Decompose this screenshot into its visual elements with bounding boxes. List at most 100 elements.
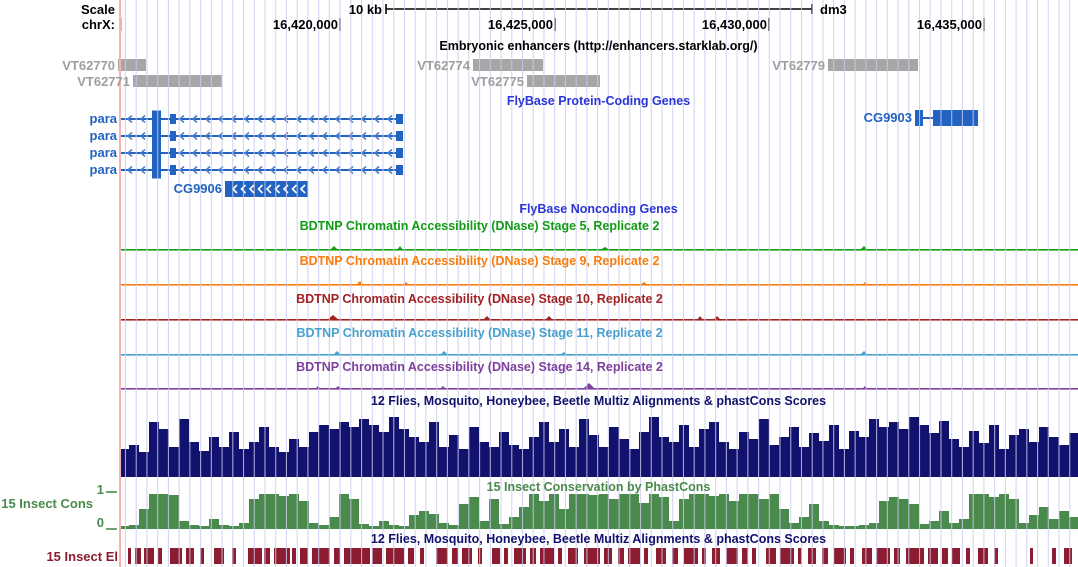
multiz-bar — [599, 447, 609, 477]
conserved-element — [766, 548, 776, 564]
conserved-element — [200, 548, 204, 564]
conserved-element — [214, 548, 224, 564]
cg9903-exon — [933, 110, 978, 126]
strand-arrow-left — [347, 114, 354, 124]
signal-peak — [583, 383, 595, 389]
gene-para-isoform[interactable] — [120, 161, 403, 179]
para-exon — [152, 127, 161, 145]
conserved-element — [144, 548, 154, 564]
multiz-bar — [129, 445, 139, 477]
signal-peak — [440, 351, 448, 355]
phastcons-bar — [1009, 499, 1019, 529]
enhancer-vt62779[interactable] — [828, 59, 918, 71]
multiz-bar — [329, 429, 339, 477]
phastcons-bar — [999, 494, 1009, 529]
strand-arrow-left — [256, 114, 263, 124]
conserved-element — [170, 548, 182, 564]
phastcons-bar — [779, 509, 789, 529]
phastcons-bar — [199, 526, 209, 529]
gene-cg9906[interactable] — [225, 181, 308, 197]
para-exon — [152, 161, 161, 179]
conserved-element — [452, 548, 458, 564]
multiz-bar — [629, 449, 639, 477]
phastcons-bar — [509, 517, 519, 529]
strand-arrow-left — [291, 184, 298, 194]
phastcons-bar — [1039, 507, 1049, 529]
phastcons-bar — [319, 525, 329, 529]
enhancer-vt62770[interactable] — [118, 59, 146, 71]
bdtnp-signal-track[interactable] — [119, 351, 1078, 356]
multiz-bar — [139, 452, 149, 477]
phastcons-bar — [809, 504, 819, 529]
phastcons-bar — [279, 496, 289, 529]
conserved-element — [344, 548, 370, 564]
multiz-bar — [989, 425, 999, 477]
gene-para-isoform[interactable] — [120, 110, 403, 128]
strand-arrow-left — [386, 131, 393, 141]
multiz-bar — [959, 447, 969, 477]
conserved-element — [158, 548, 162, 564]
phastcons-bar — [639, 503, 649, 529]
enhancer-vt62774[interactable] — [473, 59, 543, 71]
multiz-bar — [609, 427, 619, 477]
multiz-bar — [909, 417, 919, 477]
phastcons-bar — [479, 521, 489, 529]
bdtnp-signal-track[interactable] — [119, 315, 1078, 321]
multiz-bar — [489, 447, 499, 477]
signal-peak — [403, 282, 409, 285]
conserved-element — [752, 548, 756, 564]
strand-arrow-left — [373, 114, 380, 124]
multiz-bar — [739, 432, 749, 477]
phastcons-bar — [789, 523, 799, 529]
phastcons-bar — [739, 494, 749, 529]
enhancer-vt62775[interactable] — [527, 75, 600, 87]
phastcons-bar — [429, 514, 439, 529]
signal-peak — [315, 386, 321, 389]
conserved-element — [408, 548, 414, 564]
multiz-bar — [299, 447, 309, 477]
phastcons-bar — [409, 515, 419, 529]
multiz-bar — [889, 422, 899, 477]
phastcons-bar — [889, 497, 899, 529]
phastcons-bar — [569, 494, 579, 529]
phastcons-bar — [609, 499, 619, 529]
bdtnp-signal-track[interactable] — [119, 246, 1078, 251]
phastcons-bar — [329, 517, 339, 529]
gene-para-isoform[interactable] — [120, 144, 403, 162]
phastcons-bar — [339, 494, 349, 529]
strand-arrow-left — [204, 114, 211, 124]
multiz-bar — [279, 452, 289, 477]
gene-cg9903[interactable] — [915, 110, 978, 126]
strand-arrow-left — [373, 148, 380, 158]
phastcons-bar — [599, 494, 609, 529]
signal-peak — [335, 386, 341, 389]
strand-arrow-left — [248, 184, 255, 194]
enhancer-vt62771[interactable] — [133, 75, 222, 87]
para-exon — [170, 165, 176, 175]
gene-para-isoform[interactable] — [120, 127, 403, 145]
gridlines-layer — [124, 0, 1071, 567]
conserved-element — [312, 548, 330, 564]
para-intron-line — [120, 169, 402, 171]
strand-arrow-left — [308, 165, 315, 175]
phastcons-bar — [649, 494, 659, 529]
multiz-bar — [509, 445, 519, 477]
multiz-bar — [1009, 435, 1019, 477]
multiz-bar — [519, 449, 529, 477]
multiz-histogram[interactable] — [119, 417, 1078, 477]
phastcons-histogram[interactable] — [119, 494, 1078, 529]
signal-peak — [640, 282, 648, 285]
phastcons-bar — [419, 511, 429, 529]
multiz-bar — [639, 432, 649, 477]
bdtnp-signal-track[interactable] — [119, 383, 1078, 390]
strand-arrow-left — [347, 131, 354, 141]
multiz-bar — [799, 447, 809, 477]
bdtnp-signal-track[interactable] — [119, 281, 1078, 286]
phastcons-bar — [379, 521, 389, 529]
multiz-bar — [209, 437, 219, 477]
multiz-bar — [379, 432, 389, 477]
multiz-bar — [179, 419, 189, 477]
phastcons-bar — [179, 521, 189, 529]
